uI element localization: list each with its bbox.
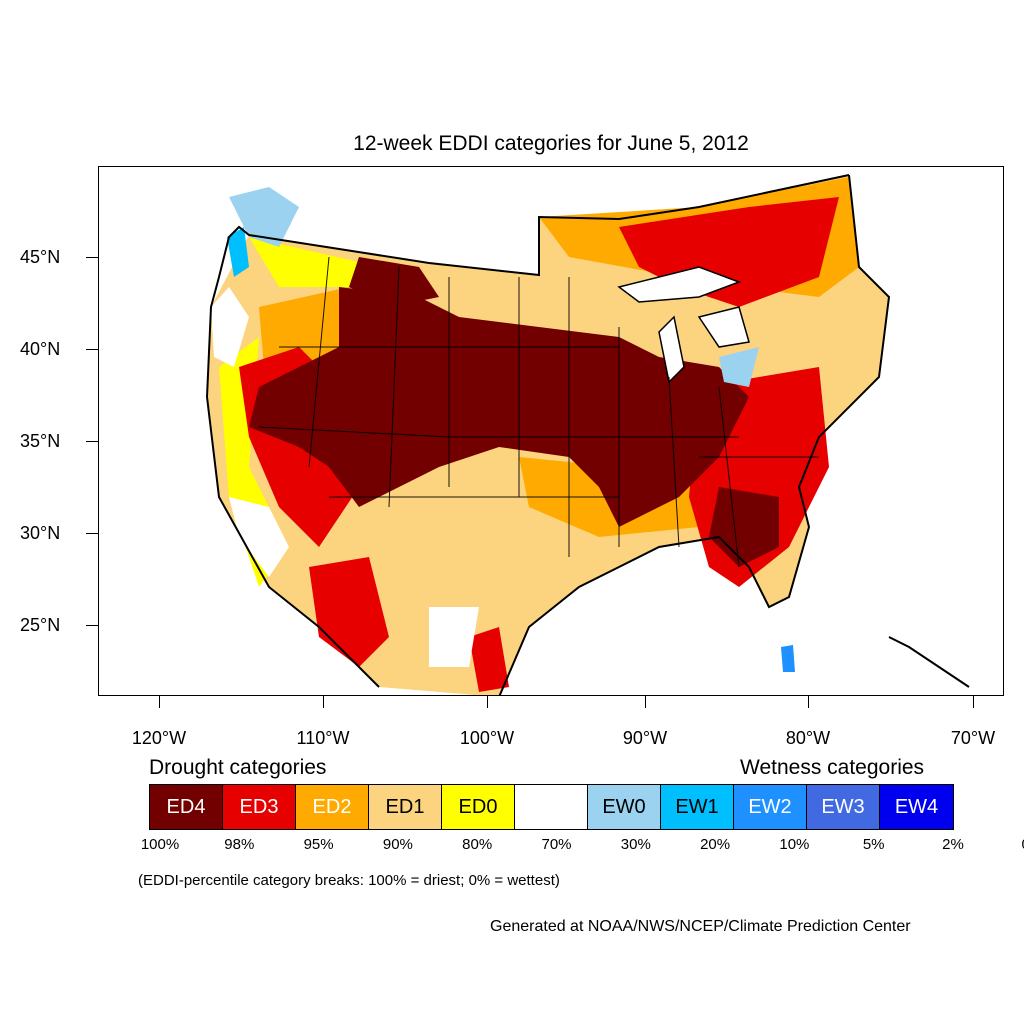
ed4-region: [709, 487, 779, 567]
percentile-break-label: 10%: [779, 836, 810, 853]
percentile-break-label: 2%: [942, 836, 964, 853]
coastline: [206, 396, 380, 688]
coastline: [498, 174, 891, 695]
lat-tick: [86, 349, 98, 350]
coastline: [206, 174, 850, 398]
map-title: 12-week EDDI categories for June 5, 2012: [353, 132, 749, 155]
near-normal-region: [211, 287, 249, 367]
lat-label-35: 35°N: [20, 431, 61, 451]
percentile-break-label: 100%: [140, 836, 180, 853]
state-borders: [258, 256, 819, 568]
percentile-break-label: 95%: [303, 836, 334, 853]
lon-label-80w: 80°W: [785, 728, 831, 748]
great-lakes: [617, 266, 742, 303]
lat-tick: [86, 533, 98, 534]
lat-label-40: 40°N: [20, 339, 61, 359]
great-lakes: [697, 306, 750, 348]
percentile-break-label: 80%: [462, 836, 493, 853]
legend-cell-near-normal: [515, 785, 588, 829]
lon-tick: [645, 696, 646, 708]
legend-cell-ew3: EW3: [807, 785, 880, 829]
percentile-break-label: 30%: [620, 836, 651, 853]
percentile-break-label: 98%: [224, 836, 255, 853]
legend-cell-ew0: EW0: [588, 785, 661, 829]
lon-label-110w: 110°W: [296, 728, 350, 748]
ed3-region: [469, 627, 509, 692]
lon-label-120w: 120°W: [131, 728, 187, 748]
lat-label-25: 25°N: [20, 615, 61, 635]
legend-cell-ed1: ED1: [369, 785, 442, 829]
map-panel: [98, 166, 1004, 696]
ew2-region: [781, 645, 795, 672]
ew0-region: [719, 347, 759, 387]
percentile-break-label: 20%: [700, 836, 731, 853]
percentile-break-label: 70%: [541, 836, 572, 853]
lat-label-45: 45°N: [20, 247, 61, 267]
lon-label-100w: 100°W: [459, 728, 515, 748]
legend-cell-ew2: EW2: [734, 785, 807, 829]
lon-tick: [159, 696, 160, 708]
lon-label-70w: 70°W: [950, 728, 996, 748]
lat-label-30: 30°N: [20, 523, 61, 543]
legend-cell-ed0: ED0: [442, 785, 515, 829]
percentile-break-label: 90%: [382, 836, 413, 853]
lon-tick: [323, 696, 324, 708]
legend-cell-ed4: ED4: [150, 785, 223, 829]
ew1-region: [227, 227, 249, 277]
eddi-map: [199, 174, 970, 695]
percentile-break-label: 0%: [1021, 836, 1024, 853]
legend-cell-ed3: ED3: [223, 785, 296, 829]
ed3-region: [309, 557, 389, 667]
credit-line: Generated at NOAA/NWS/NCEP/Climate Predi…: [490, 918, 911, 935]
lat-tick: [86, 441, 98, 442]
wetness-categories-header: Wetness categories: [740, 756, 925, 779]
legend-cell-ew1: EW1: [661, 785, 734, 829]
lat-tick: [86, 257, 98, 258]
drought-categories-header: Drought categories: [149, 756, 327, 779]
near-normal-region: [429, 607, 479, 667]
great-lakes: [658, 315, 685, 384]
lat-tick: [86, 625, 98, 626]
percentile-break-label: 5%: [862, 836, 885, 853]
legend-cell-ew4: EW4: [880, 785, 953, 829]
lon-label-90w: 90°W: [622, 728, 668, 748]
lon-tick: [487, 696, 488, 708]
coastline: [888, 636, 970, 688]
category-legend: ED4 ED3 ED2 ED1 ED0 EW0 EW1 EW2 EW3 EW4: [149, 784, 954, 830]
lon-tick: [808, 696, 809, 708]
near-normal-region: [229, 497, 289, 577]
legend-cell-ed2: ED2: [296, 785, 369, 829]
ed4-region: [349, 257, 439, 307]
lon-tick: [973, 696, 974, 708]
category-breaks-note: (EDDI-percentile category breaks: 100% =…: [138, 872, 560, 889]
